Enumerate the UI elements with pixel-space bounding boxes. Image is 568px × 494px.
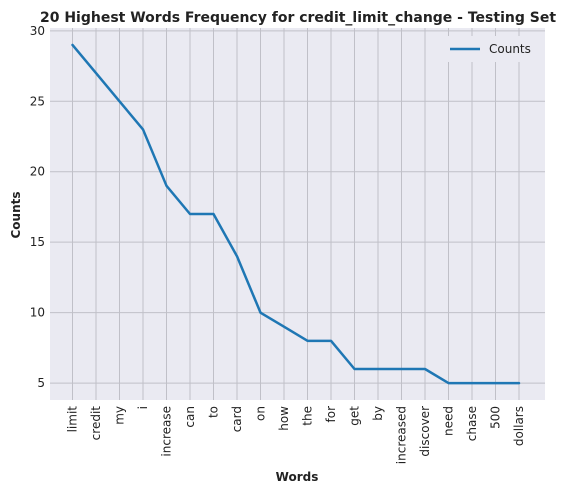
y-tick-label: 20: [30, 165, 45, 179]
x-tick-label: need: [442, 406, 456, 436]
x-tick-label: i: [136, 406, 150, 409]
legend: Counts: [438, 36, 541, 62]
x-axis-label: Words: [276, 470, 319, 484]
x-tick-label: how: [277, 406, 291, 431]
y-tick-label: 10: [30, 306, 45, 320]
x-axis-ticks: limit credit my i increase can to card on how the f…: [66, 406, 527, 464]
x-tick-label: 500: [489, 406, 503, 429]
x-tick-label: discover: [418, 406, 432, 457]
chart-title: 20 Highest Words Frequency for credit_li…: [40, 10, 556, 26]
x-tick-label: card: [230, 406, 244, 432]
y-tick-label: 5: [37, 376, 45, 390]
grid-lines: [50, 28, 545, 400]
x-tick-label: on: [254, 406, 268, 421]
x-tick-label: get: [348, 406, 362, 426]
x-tick-label: by: [371, 406, 385, 421]
y-tick-label: 15: [30, 235, 45, 249]
x-tick-label: increased: [395, 406, 409, 464]
plot-area: [50, 28, 545, 400]
x-tick-label: increase: [160, 406, 174, 457]
y-axis-ticks: 5 10 15 20 25 30: [30, 24, 45, 390]
legend-label: Counts: [489, 42, 531, 56]
x-tick-label: the: [301, 406, 315, 426]
x-tick-label: my: [113, 406, 127, 425]
x-tick-label: can: [183, 406, 197, 428]
series-line: [71, 43, 521, 385]
y-axis-label: Counts: [9, 191, 23, 238]
x-tick-label: for: [324, 406, 338, 423]
x-tick-label: to: [207, 406, 221, 418]
x-tick-label: chase: [465, 406, 479, 441]
series-layer: [71, 43, 521, 385]
y-tick-label: 25: [30, 94, 45, 108]
y-tick-label: 30: [30, 24, 45, 38]
x-tick-label: credit: [89, 406, 103, 441]
x-tick-label: limit: [66, 406, 80, 433]
x-tick-label: dollars: [512, 406, 526, 446]
